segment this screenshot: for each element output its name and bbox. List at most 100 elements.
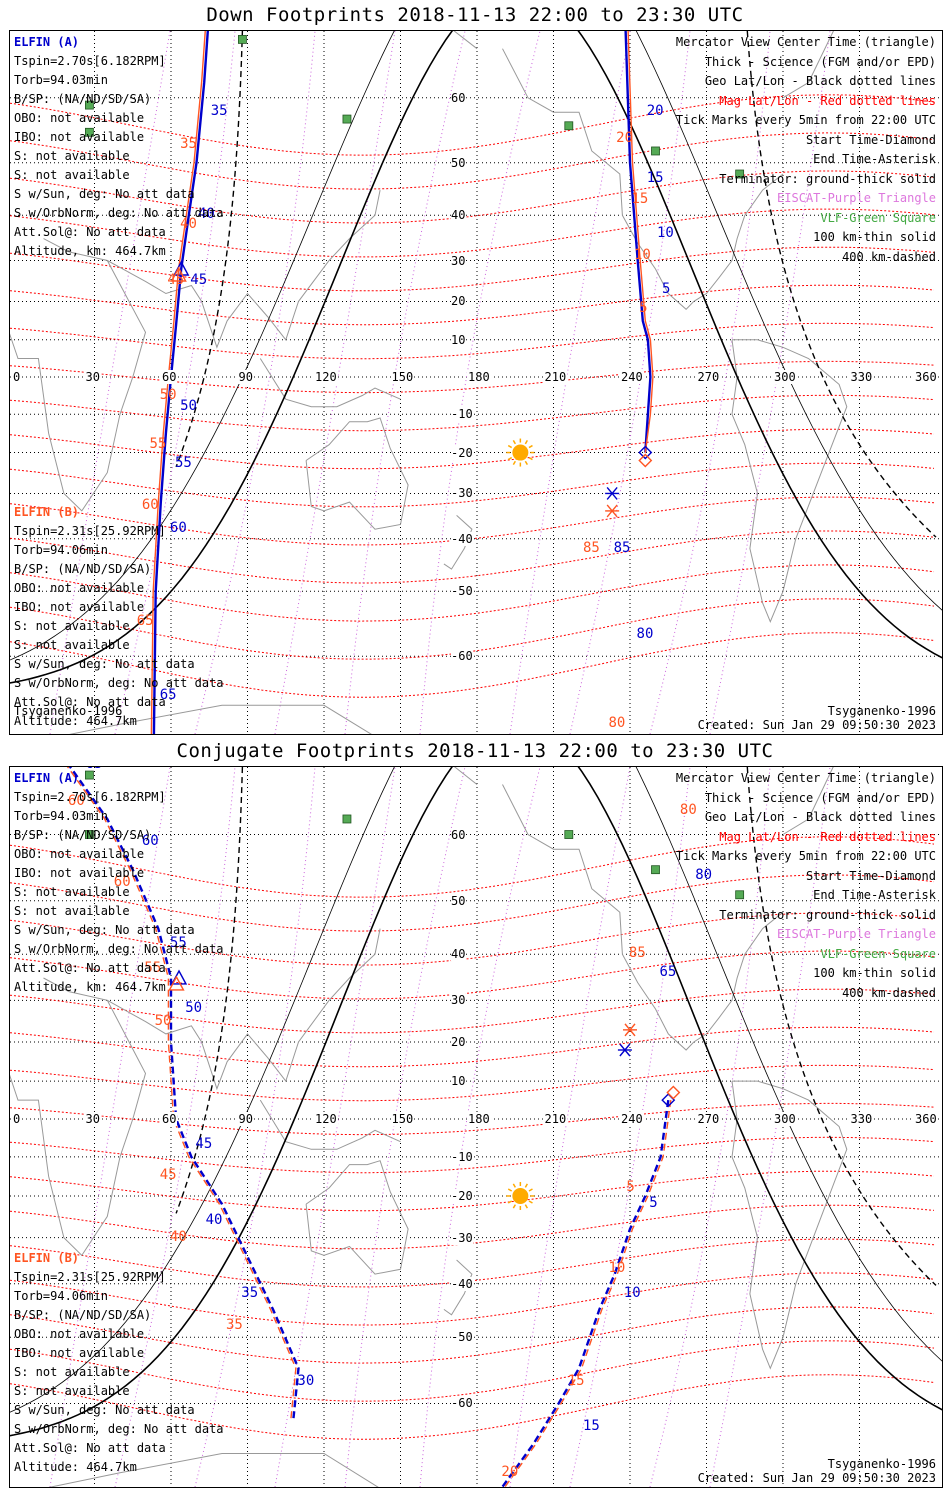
elfin-b-info-line: Torb=94.06min [14, 543, 108, 557]
legend-item: 400 km-dashed [842, 985, 936, 1000]
mag-parallel [10, 874, 935, 932]
conjugate-panel-title: Conjugate Footprints 2018-11-13 22:00 to… [176, 740, 774, 762]
down-panel-title: Down Footprints 2018-11-13 22:00 to 23:3… [206, 4, 744, 26]
tick-label: 60 [141, 832, 159, 849]
tick-label: 5 [639, 300, 648, 317]
tick-label: 50 [180, 397, 197, 414]
legend-item: Start Time-Diamond [805, 868, 936, 883]
y-tick-label: 10 [451, 332, 466, 347]
center-time-triangle [168, 975, 185, 991]
x-tick-label: 210 [543, 1112, 568, 1126]
sun-ray [512, 440, 516, 445]
sun-disc [512, 1187, 529, 1204]
end-time-asterisk [623, 1023, 637, 1037]
tick-label: 10 [608, 1260, 626, 1277]
x-tick-label: 120 [314, 1112, 338, 1126]
legend-item: VLF-Green Square [820, 210, 936, 225]
mag-meridian [709, 767, 831, 1487]
elfin-a-info-line: Att.Sol@: No att data [14, 225, 166, 239]
geo-grid [10, 767, 942, 1487]
mag-meridian [49, 31, 171, 734]
y-tick-label: -30 [451, 486, 473, 501]
y-tick-label: -30 [451, 1230, 473, 1245]
sun-ray [512, 1183, 516, 1188]
y-tick-label: 10 [451, 1074, 466, 1089]
tick-label: 60 [113, 873, 131, 890]
x-tick-label: 300 [773, 370, 797, 384]
tick-label: 20 [501, 1463, 519, 1480]
tick-label: 10 [656, 225, 674, 242]
mag-parallel [10, 132, 935, 190]
tick-label: 65 [659, 964, 677, 981]
tick-label: 50 [154, 1012, 172, 1029]
coastlines [10, 31, 848, 734]
coastline [259, 358, 401, 408]
coastline [782, 767, 834, 835]
down-map-frame: 3035404550556065354045505560657020151058… [9, 30, 943, 735]
elfin-b-info-line: S: not available [14, 1384, 130, 1398]
mag-parallel [10, 246, 935, 292]
elfin-b-info-line: S: not available [14, 1365, 130, 1379]
elfin-a-info-line: Altitude, km: 464.7km [14, 980, 166, 994]
tick-label: 55 [149, 435, 167, 452]
terminator-400km-west [175, 767, 244, 1214]
tick-label: 45 [195, 1136, 213, 1153]
coastline [259, 1099, 401, 1150]
mag-parallel [10, 1170, 935, 1212]
y-tick-label: 50 [451, 893, 466, 908]
elfin-b-info-line: S: not available [14, 638, 130, 652]
center-time-triangle [170, 266, 187, 282]
mag-meridian [419, 767, 541, 1487]
tick-label: 15 [567, 1372, 585, 1389]
y-tick-label: 30 [451, 253, 466, 268]
coastline [10, 238, 147, 512]
tick-label: 35 [241, 1284, 259, 1301]
mag-parallel [10, 1374, 935, 1440]
elfin-b-header: ELFIN (B) [14, 1251, 80, 1265]
end-time-asterisk [617, 1043, 632, 1057]
coastline [782, 31, 834, 99]
y-tick-label: -50 [451, 584, 473, 599]
elfin-a-info-line: S: not available [14, 149, 130, 163]
orbit-track-b [504, 1100, 672, 1487]
elfin-a-info-line: Tspin=2.70s[6.182RPM] [14, 790, 166, 804]
sun-ray [507, 1188, 513, 1192]
mag-parallel [10, 598, 935, 660]
legend-item: Mag Lat/Lon - Red dotted lines [719, 93, 936, 108]
mag-parallel [10, 1272, 935, 1326]
legend-item: End Time-Asterisk [813, 888, 936, 902]
conjugate-footer-right: Created: Sun Jan 29 09:50:30 2023 [697, 1471, 936, 1485]
legend-item: Thick - Science (FGM and/or EPD) [704, 790, 936, 805]
elfin-b-info-line: Altitude: 464.7km [14, 714, 137, 728]
coastline [731, 339, 848, 624]
y-tick-label: -10 [451, 407, 473, 422]
start-time-diamond [638, 453, 653, 468]
down-footer-right: Created: Sun Jan 29 09:50:30 2023 [697, 718, 936, 732]
coastline [305, 417, 409, 530]
tick-label: 65 [159, 687, 177, 704]
elfin-b-header: ELFIN (B) [14, 505, 80, 519]
mag-parallel [10, 462, 935, 508]
tick-label: 5 [662, 280, 671, 297]
tick-label: 85 [628, 945, 646, 962]
conjugate-model-label: Tsyganenko-1996 [827, 1457, 936, 1471]
x-tick-label: 120 [314, 370, 338, 384]
tick-label: 20 [616, 129, 633, 146]
elfin-a-info-line: S w/OrbNorm, deg: No att data [14, 206, 224, 220]
coastlines [10, 767, 848, 1487]
tick-label: 35 [226, 1316, 243, 1333]
elfin-b-info-line: Tspin=2.31s[25.92RPM] [14, 524, 166, 538]
tick-label: 40 [180, 215, 197, 232]
tick-label: 40 [205, 1211, 223, 1228]
coastline [502, 784, 784, 1051]
elfin-b-info-line: B/SP: (NA/ND/SD/SA) [14, 1308, 152, 1322]
legend-item: Start Time-Diamond [805, 132, 936, 147]
orbit-track-a [500, 1099, 670, 1487]
coastline [107, 190, 381, 349]
x-tick-label: 0 [12, 1112, 22, 1126]
sun-ray [524, 440, 528, 445]
mag-parallel [10, 360, 935, 394]
orbit-track-a [68, 767, 300, 1420]
vlf-site-marker [651, 865, 660, 875]
x-tick-label: 360 [914, 370, 938, 384]
